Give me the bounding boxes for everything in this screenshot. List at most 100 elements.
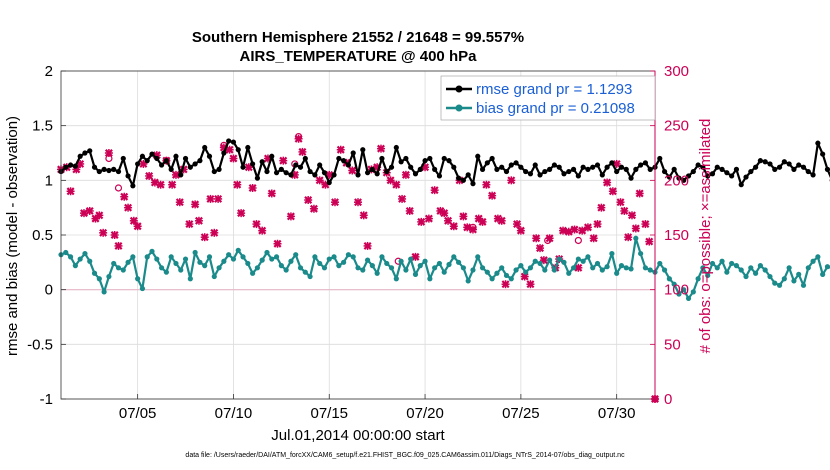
bias-point [360,267,366,273]
y-tick-label: 0.5 [32,227,53,244]
obs-possible-marker [114,184,123,192]
bias-point [513,267,519,273]
bias-point [307,273,313,280]
obs-assimilated-marker [156,180,165,189]
rmse-point [551,162,558,168]
rmse-point [77,153,83,159]
rmse-point [800,164,807,170]
rmse-point [824,166,830,172]
rmse-point [647,166,653,172]
rmse-point [815,140,821,146]
rmse-point [695,162,701,168]
rmse-point [63,164,69,170]
obs-assimilated-marker [430,186,439,195]
obs-assimilated-marker [304,196,313,205]
bias-point [216,265,222,271]
rmse-point [518,164,524,170]
rmse-point [230,139,237,145]
rmse-point [250,161,256,167]
rmse-point [441,155,447,162]
bias-point [230,256,237,262]
obs-assimilated-marker [574,263,583,272]
rmse-point [455,175,462,181]
bias-point [321,265,328,271]
obs-assimilated-marker [482,180,491,189]
rmse-point [590,164,596,170]
bias-point [623,265,629,271]
rmse-point [470,181,476,187]
rmse-point [163,158,169,164]
bias-point [273,254,280,260]
bias-point [455,259,462,265]
y-axis-label: rmse and bias (model - observation) [4,116,21,356]
bias-point [427,276,433,282]
rmse-point [197,158,203,164]
bias-point [345,252,352,258]
bias-point [63,249,69,256]
rmse-point [460,177,466,183]
bias-point [609,250,615,257]
obs-possible-marker [469,223,477,231]
obs-assimilated-marker [233,180,242,189]
rmse-point [379,155,385,162]
bias-point [202,263,208,269]
rmse-point [772,166,778,172]
rmse-point [781,159,787,165]
obs-assimilated-marker [478,217,487,226]
obs-assimilated-marker [279,156,288,165]
x-axis-ticks: 07/05 07/10 07/15 07/20 07/25 07/30 [119,394,635,422]
rmse-point [288,172,294,178]
bias-point [575,256,581,262]
bias-point [192,249,198,256]
bias-point [781,276,787,282]
rmse-point [796,162,802,168]
rmse-point [657,155,663,162]
bias-point [67,254,74,260]
obs-assimilated-marker [635,189,644,198]
bias-point [178,267,184,273]
rmse-point [317,162,323,168]
rmse-point [475,153,481,159]
bias-point [570,265,577,271]
y-tick-label: 2 [45,63,53,80]
rmse-point [149,151,155,157]
bias-point [666,276,672,282]
bias-point [240,254,246,260]
rmse-point [820,151,826,157]
bias-point [733,263,740,269]
obs-assimilated-marker [507,176,516,185]
bias-point [628,266,634,272]
obs-assimilated-marker [258,226,267,235]
bias-point [101,289,107,295]
obs-assimilated-marker [252,220,261,229]
rmse-point [738,182,744,188]
obs-assimilated-marker [133,222,142,231]
y-right-tick-label: 300 [664,63,689,80]
bias-point [738,267,744,273]
bias-point [470,267,476,273]
bias-point [700,265,706,271]
obs-assimilated-marker [417,217,426,226]
rmse-point [269,153,275,159]
obs-assimilated-marker [267,189,276,198]
rmse-point [422,158,428,164]
obs-possible-marker [162,157,170,165]
bias-point [403,267,409,273]
obs-assimilated-marker [449,222,458,231]
obs-assimilated-marker [526,280,535,289]
rmse-point [364,170,371,176]
obs-assimilated-marker [459,212,468,221]
bias-point [111,260,117,267]
bias-point [460,265,466,271]
x-tick-label: 07/25 [502,405,540,422]
bias-point [312,254,318,260]
bias-point [197,259,203,265]
obs-assimilated-marker [185,220,194,229]
bias-point [432,265,438,271]
bias-point [302,269,308,275]
bias-point [408,256,414,262]
rmse-point [700,164,706,170]
rmse-point [293,162,299,168]
obs-assimilated-marker [168,180,177,189]
rmse-point [374,171,380,177]
